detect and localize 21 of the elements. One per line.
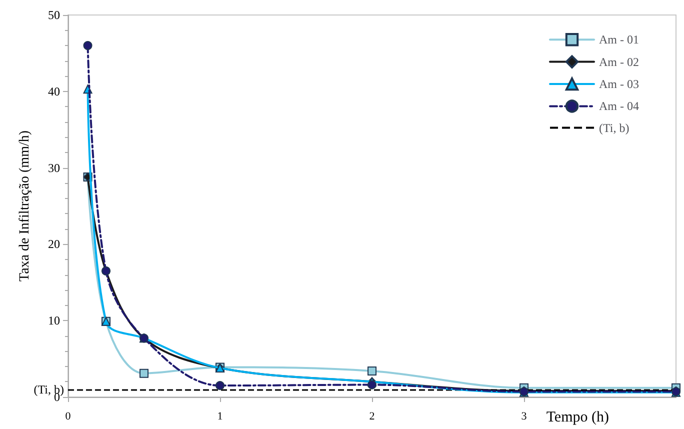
point [368,366,376,376]
point [83,41,92,50]
legend-label: Am - 03 [599,77,640,91]
y-tick-label: 50 [48,8,60,22]
point [140,368,148,378]
y-tick-label: 40 [48,84,60,98]
y-tick-label: 20 [48,237,60,252]
point [368,380,376,390]
y-tick-label: 30 [48,160,60,175]
legend-label: Am - 04 [599,99,640,114]
y-tick-label: 10 [48,314,60,328]
legend-label: Am - 02 [599,54,640,69]
x-tick-label: 0 [65,410,72,422]
x-tick-label: 2 [369,410,375,422]
text: (Ti, b) [599,120,630,135]
x-tick-label: 3 [521,410,528,422]
y-axis-title: Taxa de Infiltração (mm/h) [18,130,32,282]
x-axis-title: Tempo (h) [546,410,610,426]
legend-label: Am - 01 [599,32,640,47]
x-tick-label: 1 [217,410,223,422]
point [216,381,224,390]
